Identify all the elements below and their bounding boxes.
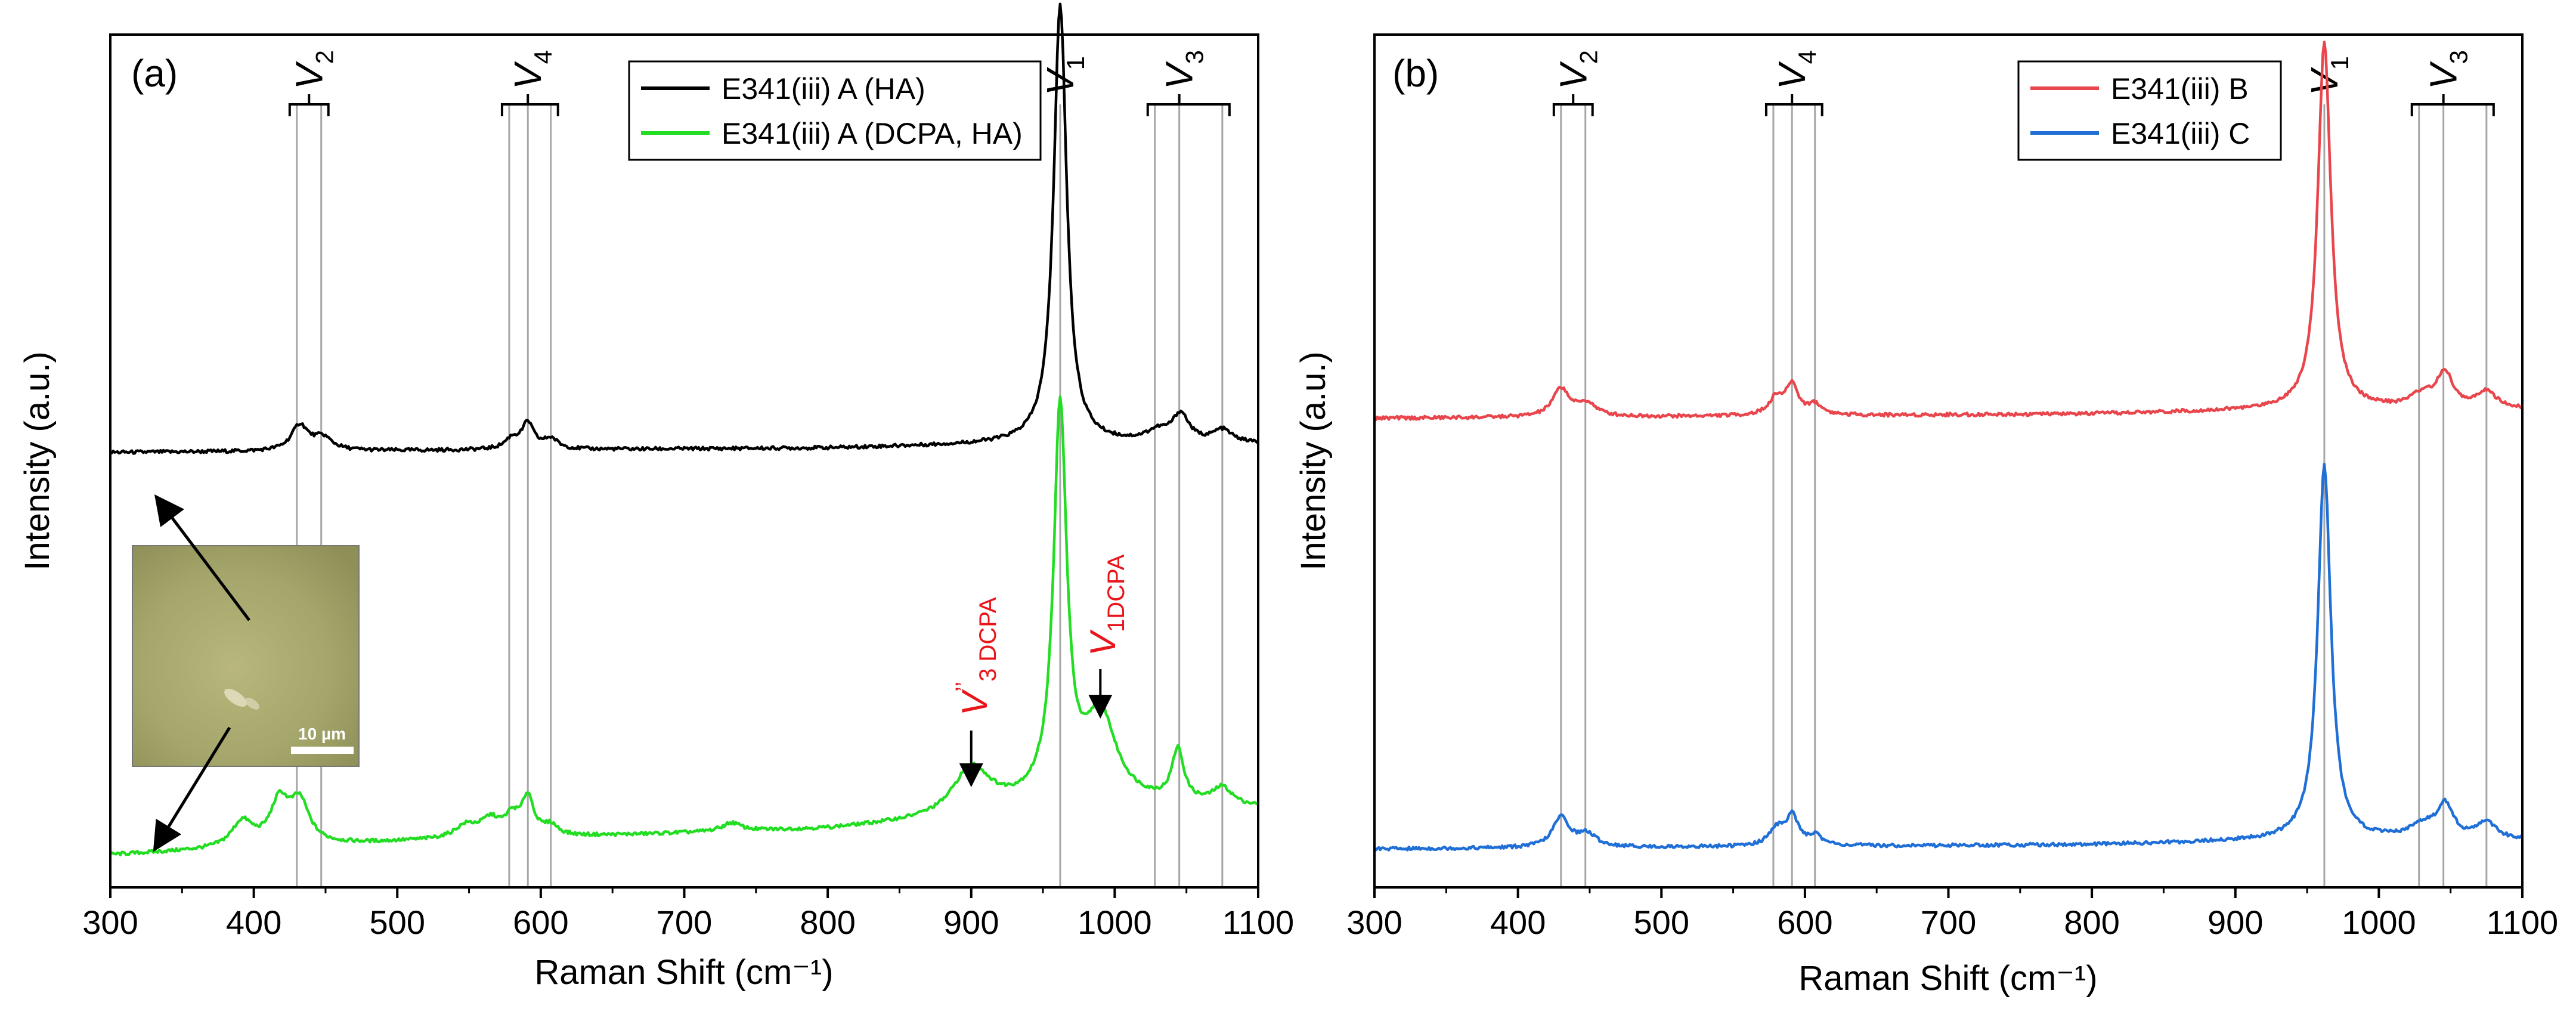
panel-a-legend: E341(iii) A (HA) E341(iii) A (DCPA, HA): [628, 60, 1042, 161]
annotation-v3-prime: ’’: [951, 682, 977, 692]
x-tick-label-600: 600: [513, 903, 568, 941]
bracket-v3: [1146, 94, 1231, 116]
bracket-v4: [500, 94, 559, 116]
x-tick-label-400: 400: [226, 903, 281, 941]
panel-a-y-axis-title: Intensity (a.u.): [18, 351, 57, 570]
x-tick-label-400: 400: [1490, 903, 1546, 941]
mode-subscript-v1: 1: [2326, 56, 2354, 70]
inset-scale-label: 10 µm: [298, 725, 346, 743]
panel-a-label: (a): [131, 52, 178, 95]
panel-a-legend-box: [628, 60, 1042, 161]
bracket-v4: [1764, 94, 1823, 116]
panel-b-frame: [1373, 33, 2524, 889]
bracket-v3: [2410, 94, 2495, 116]
inset-arrow-to-dcpa: [153, 726, 231, 852]
panel-a-x-ticks: 300 400 500 600 700 800 900 1000 1100: [82, 887, 1294, 941]
mode-subscript-v3: 3: [2445, 50, 2473, 64]
mode-label-v2: V2: [287, 50, 338, 89]
panel-a-series: [109, 2, 1259, 857]
mode-symbol-v3: V: [1158, 61, 1201, 89]
legend-label-b: E341(iii) B: [2111, 72, 2249, 106]
legend-label-ha: E341(iii) A (HA): [722, 72, 925, 106]
x-tick-label-700: 700: [1921, 903, 1976, 941]
panel-b-x-ticks: 300 400 500 600 700 800 900 1000 1100: [1346, 887, 2558, 941]
svg-text:V’’3 DCPA: V’’3 DCPA: [951, 597, 1001, 716]
x-tick-label-600: 600: [1777, 903, 1832, 941]
x-tick-label-700: 700: [657, 903, 712, 941]
annotation-v1-subscript: 1DCPA: [1103, 554, 1129, 632]
mode-label-v2: V2: [1552, 50, 1602, 89]
mode-symbol-v2: V: [287, 61, 330, 89]
x-tick-label-900: 900: [943, 903, 999, 941]
mode-label-v1: V1: [1039, 56, 1089, 95]
mode-symbol-v4: V: [1770, 61, 1813, 89]
inset-arrow-to-ha: [154, 494, 250, 621]
mode-symbol-v3: V: [2422, 61, 2465, 89]
x-tick-label-300: 300: [82, 903, 138, 941]
mode-subscript-v4: 4: [529, 50, 557, 64]
x-tick-label-500: 500: [1634, 903, 1689, 941]
mode-label-v3: V3: [2422, 50, 2473, 89]
panel-a-reference-lines: [296, 104, 1224, 887]
mode-symbol-v4: V: [506, 61, 549, 89]
x-tick-label-1000: 1000: [2342, 903, 2416, 941]
panel-b-label: (b): [1392, 52, 1439, 95]
panel-b-reference-lines: [1560, 104, 2488, 887]
panel-a-x-axis-title: Raman Shift (cm⁻¹): [534, 953, 833, 992]
mode-symbol-v1: V: [1039, 67, 1082, 95]
annotation-v1-symbol: V: [1083, 629, 1123, 656]
legend-label-dcpa-ha: E341(iii) A (DCPA, HA): [722, 117, 1023, 150]
x-tick-label-1100: 1100: [2487, 903, 2558, 941]
legend-label-c: E341(iii) C: [2111, 117, 2250, 150]
mode-symbol-v1: V: [2303, 67, 2346, 95]
annotation-v1-dcpa: V1DCPA: [1083, 554, 1129, 719]
mode-label-v1: V1: [2303, 56, 2354, 95]
inset-image: [132, 545, 360, 767]
mode-subscript-v4: 4: [1793, 50, 1821, 64]
mode-symbol-v2: V: [1552, 61, 1594, 89]
panel-a-annotations: V’’3 DCPA V1DCPA: [951, 554, 1129, 787]
inset-bright-particle: [244, 698, 260, 710]
series-line-e341-iii-a-ha-: [110, 2, 1259, 455]
bracket-v2: [288, 94, 330, 116]
x-tick-label-1100: 1100: [1222, 903, 1294, 941]
series-line-e341-iii-b: [1374, 41, 2524, 422]
annotation-v3-subscript: 3 DCPA: [975, 597, 1001, 682]
mode-label-v3: V3: [1158, 50, 1209, 89]
panel-b-series: [1373, 41, 2524, 852]
panel-b-x-axis-title: Raman Shift (cm⁻¹): [1798, 959, 2097, 998]
mode-subscript-v2: 2: [1574, 50, 1602, 64]
mode-subscript-v3: 3: [1181, 50, 1209, 64]
x-tick-label-1000: 1000: [1078, 903, 1152, 941]
panel-b-legend-box: [2017, 60, 2282, 161]
series-line-e341-iii-c: [1373, 462, 2524, 852]
x-tick-label-300: 300: [1346, 903, 1402, 941]
bracket-v2: [1552, 94, 1594, 116]
annotation-v3-symbol: V: [955, 689, 995, 716]
annotation-v3-dcpa: V’’3 DCPA: [951, 597, 1001, 787]
mode-subscript-v1: 1: [1061, 56, 1089, 70]
mode-subscript-v2: 2: [310, 50, 338, 64]
panel-b-y-axis-title: Intensity (a.u.): [1294, 351, 1333, 570]
panel-b-legend: E341(iii) B E341(iii) C: [2017, 60, 2282, 161]
inset-bright-particle: [224, 688, 247, 707]
mode-label-v4: V4: [506, 50, 557, 89]
x-tick-label-800: 800: [800, 903, 855, 941]
x-tick-label-900: 900: [2207, 903, 2263, 941]
microscope-inset: 10 µm: [132, 494, 360, 852]
inset-scale-bar: [291, 747, 354, 754]
series-line-e341-iii-a-dcpa-ha-: [109, 395, 1259, 857]
x-tick-label-800: 800: [2064, 903, 2119, 941]
x-tick-label-500: 500: [370, 903, 425, 941]
svg-text:V1DCPA: V1DCPA: [1083, 554, 1129, 656]
mode-label-v4: V4: [1770, 50, 1821, 89]
